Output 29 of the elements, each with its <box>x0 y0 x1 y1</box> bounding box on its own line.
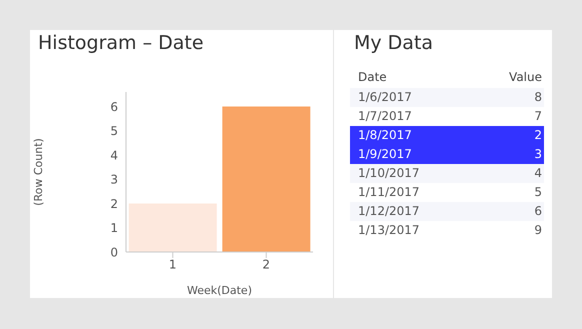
category-label: 1/6/2017 <box>358 89 412 106</box>
y-tick-label: 0 <box>110 245 118 260</box>
y-tick-label: 2 <box>110 196 118 211</box>
y-tick-label: 5 <box>110 124 118 138</box>
category-label: 1/11/2017 <box>358 184 420 201</box>
data-label: 7 <box>534 108 542 125</box>
data-label: 9 <box>534 222 542 239</box>
y-tick-label: 6 <box>110 100 118 114</box>
category-label: 1/12/2017 <box>358 203 420 220</box>
text: Date <box>358 70 387 86</box>
y-axis-title: (Row Count) <box>32 138 45 206</box>
data-label: 6 <box>534 203 542 220</box>
chart-title: Histogram – Date <box>38 32 204 54</box>
y-tick-label: 3 <box>110 172 118 187</box>
category-label: 1/8/2017 <box>358 127 412 144</box>
data-label: 4 <box>534 165 542 182</box>
data-label: 5 <box>534 184 542 201</box>
category-label: 1/13/2017 <box>358 222 420 239</box>
category-label: 1/7/2017 <box>358 108 412 125</box>
category-label: 1/10/2017 <box>358 165 420 182</box>
text: Value <box>509 70 542 86</box>
category-label: 1/9/2017 <box>358 146 412 163</box>
data-label: 3 <box>534 146 542 163</box>
data-label: 2 <box>534 127 542 144</box>
y-tick-label: 1 <box>110 221 118 236</box>
x-axis-title: Week(Date) <box>186 284 252 297</box>
y-tick-label: 4 <box>110 148 118 162</box>
data-label: 8 <box>534 89 542 106</box>
text: My Data <box>354 32 434 54</box>
